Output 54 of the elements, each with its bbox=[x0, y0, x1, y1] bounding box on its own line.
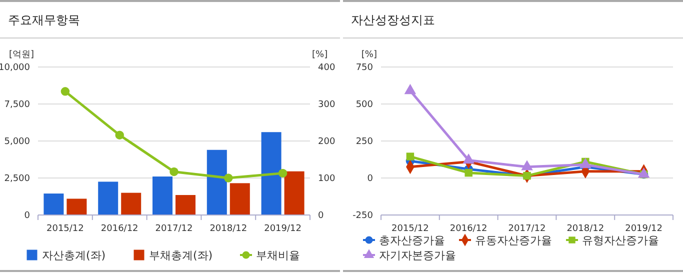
bar bbox=[152, 176, 172, 215]
y2-tick-label: 0 bbox=[318, 211, 324, 221]
x-tick-label: 2019/12 bbox=[264, 224, 302, 234]
bar bbox=[206, 150, 227, 215]
x-tick-label: 2018/12 bbox=[566, 224, 604, 234]
y2-tick-label: 300 bbox=[318, 100, 336, 110]
y-tick-label: 0 bbox=[367, 174, 374, 184]
legend-label: 자기자본증가율 bbox=[379, 249, 456, 262]
y2-tick-label: 100 bbox=[318, 174, 336, 184]
bar bbox=[44, 194, 64, 215]
y2-tick-label: 200 bbox=[318, 137, 336, 147]
y-tick-label: 0 bbox=[24, 211, 30, 221]
x-tick-label: 2017/12 bbox=[508, 224, 546, 234]
point bbox=[224, 174, 233, 182]
legend-label: 부채총계(좌) bbox=[149, 249, 213, 262]
y-tick-label: 500 bbox=[356, 100, 374, 110]
bar bbox=[98, 182, 118, 215]
y-tick-label: 7,500 bbox=[4, 100, 30, 110]
y2-tick-label: 400 bbox=[318, 63, 336, 73]
legend-label: 자산총계(좌) bbox=[42, 249, 106, 262]
legend-label: 부채비율 bbox=[256, 249, 300, 262]
y-tick-label: -250 bbox=[352, 211, 374, 221]
y-tick-label: 750 bbox=[356, 63, 374, 73]
point bbox=[115, 130, 124, 140]
bar bbox=[121, 192, 142, 215]
x-tick-label: 2016/12 bbox=[100, 224, 138, 234]
x-tick-label: 2016/12 bbox=[450, 224, 488, 234]
point bbox=[404, 84, 416, 94]
x-tick-label: 2019/12 bbox=[625, 224, 662, 234]
y-axis-title: [%] bbox=[361, 50, 377, 60]
bar bbox=[284, 171, 304, 215]
y2-axis-title: [%] bbox=[312, 50, 328, 60]
y-axis-title: [억원] bbox=[8, 50, 34, 60]
legend-label: 유형자산증가율 bbox=[582, 234, 659, 247]
legend-label: 유동자산증가율 bbox=[475, 234, 552, 247]
bar bbox=[176, 195, 196, 215]
y-tick-label: 250 bbox=[356, 137, 374, 147]
point bbox=[406, 152, 414, 160]
y-tick-label: 5,000 bbox=[4, 137, 30, 147]
bar bbox=[230, 183, 250, 215]
x-tick-label: 2018/12 bbox=[210, 224, 248, 234]
x-tick-label: 2017/12 bbox=[155, 224, 193, 234]
legend-label: 총자산증가율 bbox=[379, 234, 445, 247]
chart-title: 자산성장성지표 bbox=[351, 13, 435, 27]
chart-title: 주요재무항목 bbox=[8, 13, 80, 27]
x-tick-label: 2015/12 bbox=[392, 224, 429, 234]
point bbox=[278, 168, 288, 178]
x-tick-label: 2015/12 bbox=[46, 224, 84, 234]
point bbox=[170, 167, 178, 176]
point bbox=[464, 168, 472, 177]
point bbox=[60, 87, 70, 96]
bar bbox=[66, 198, 87, 215]
y-tick-label: 2,500 bbox=[4, 174, 30, 184]
bar bbox=[261, 132, 282, 215]
